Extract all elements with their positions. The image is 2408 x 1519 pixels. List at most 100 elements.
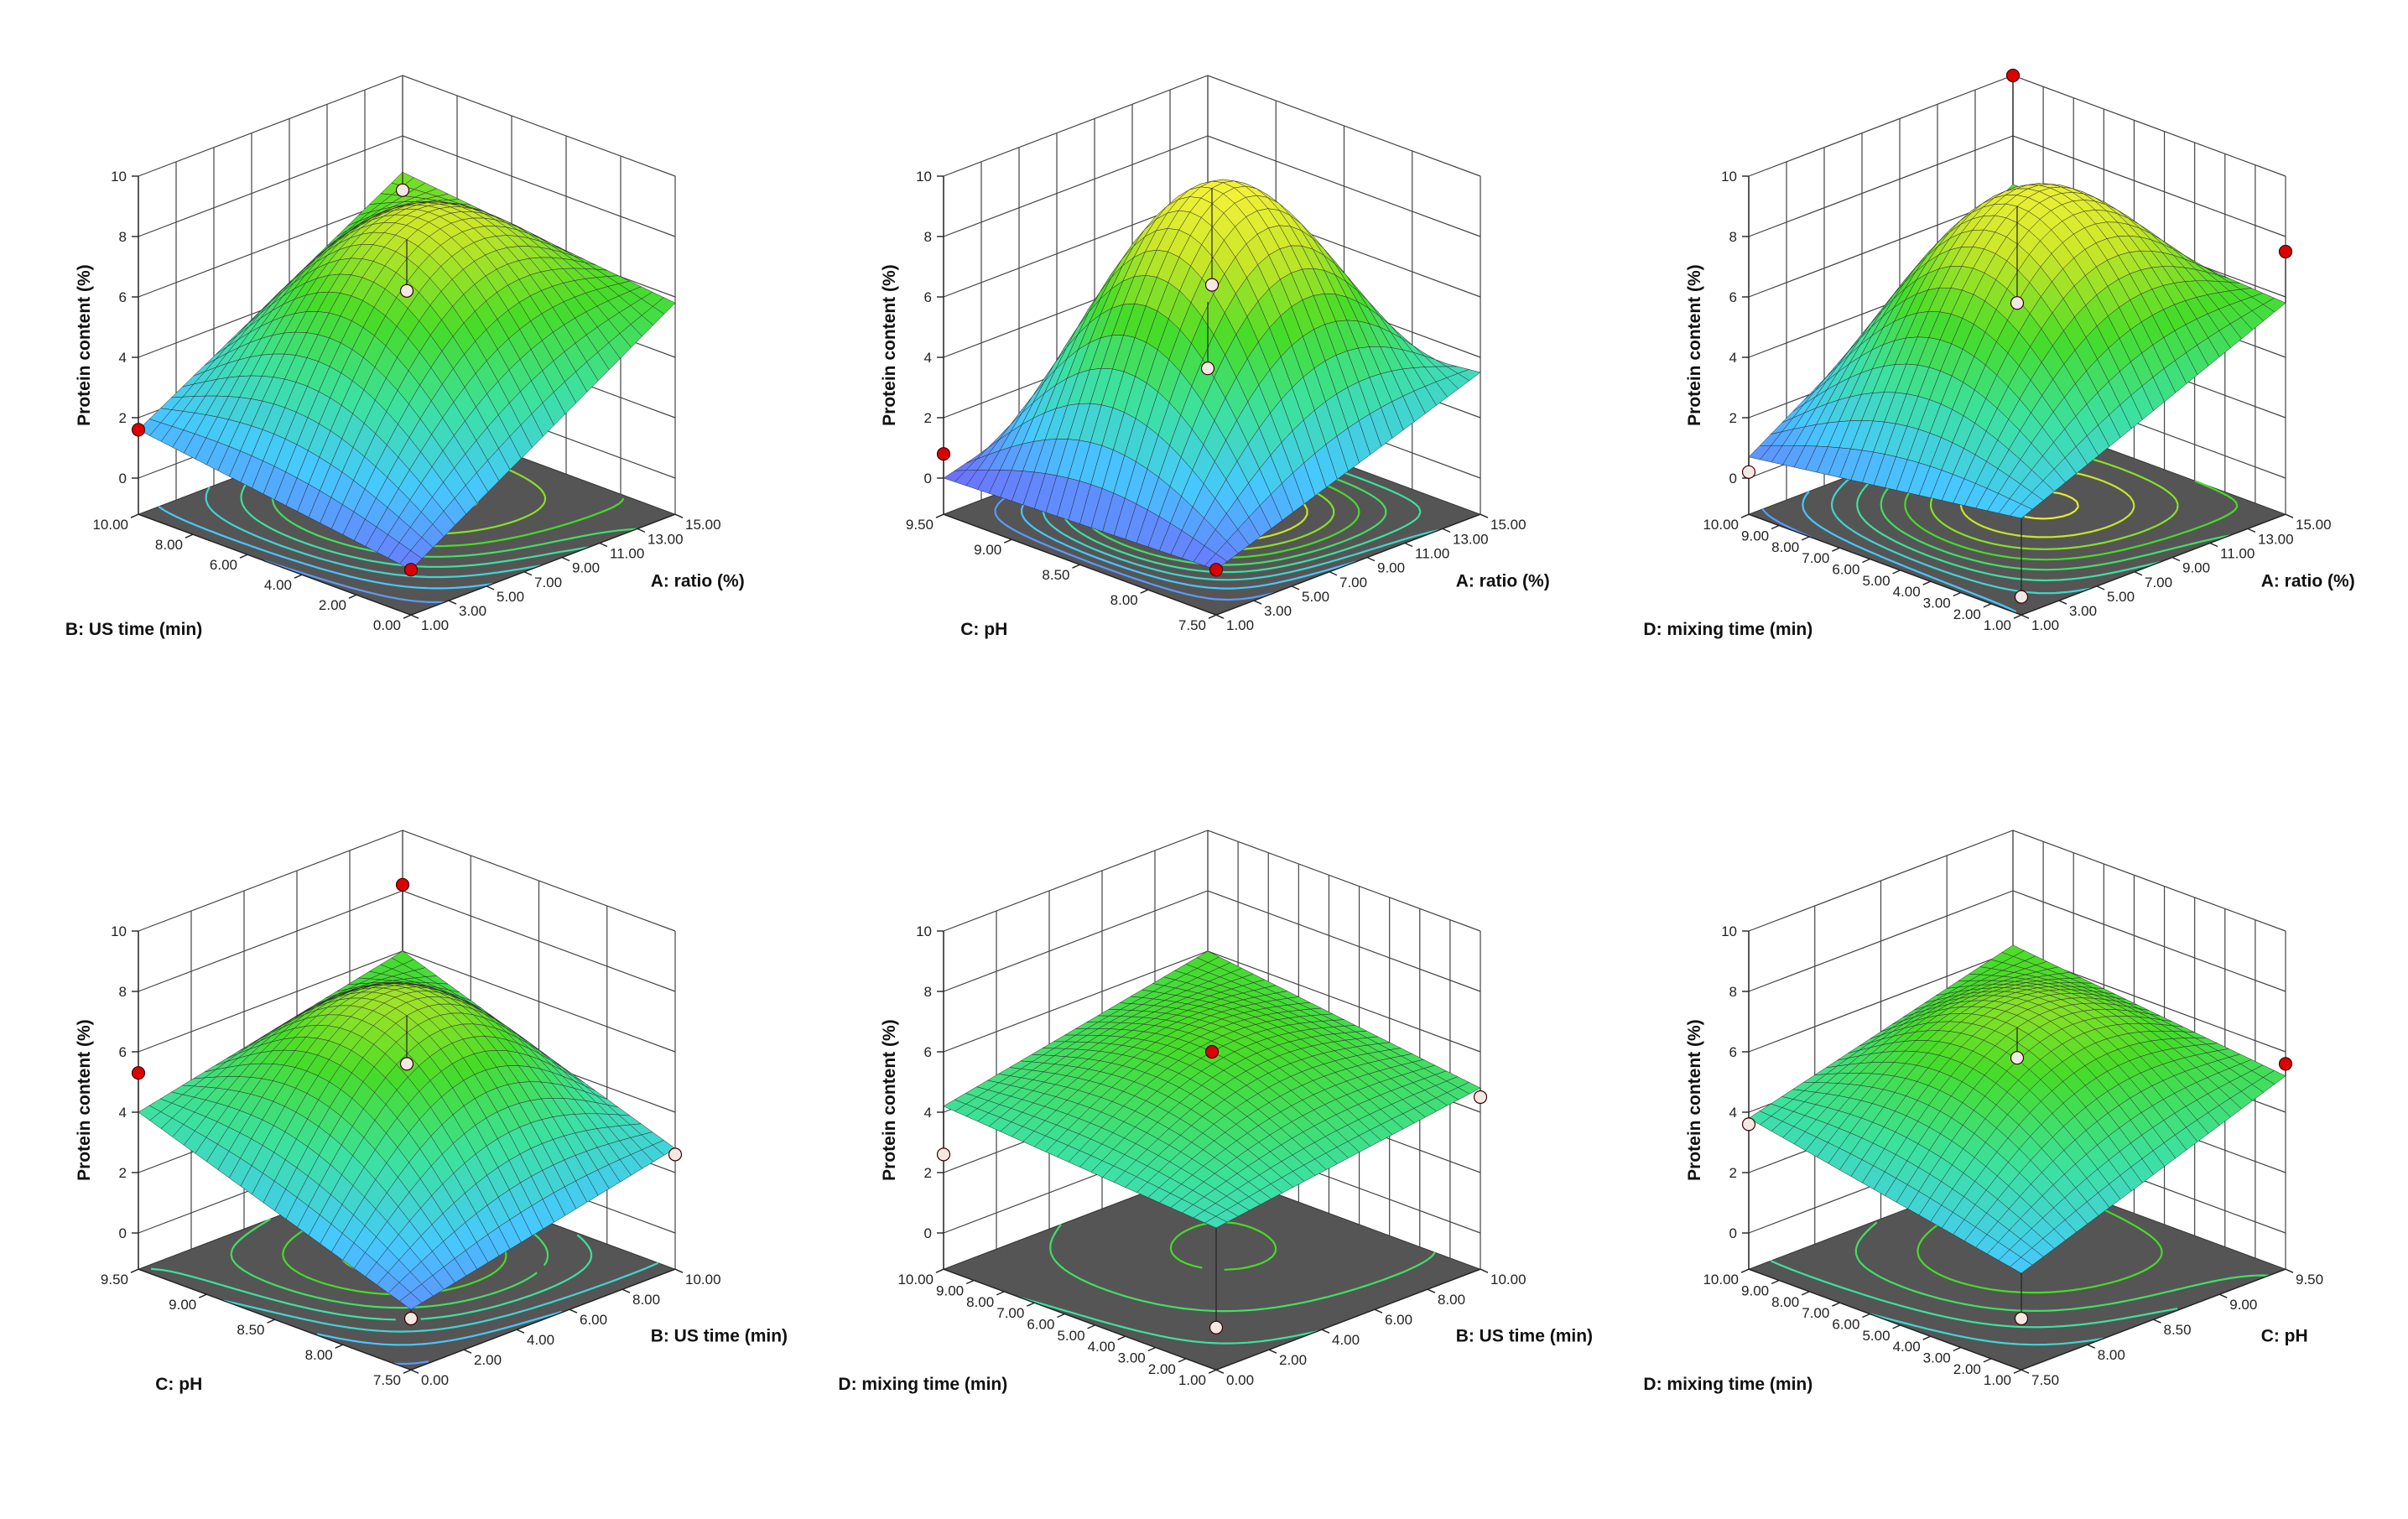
y-tick-mark [1953, 1346, 1962, 1352]
contour-line [393, 1360, 429, 1366]
x-tick-mark [561, 556, 570, 562]
x-tick-mark [523, 571, 533, 576]
x-tick-mark [410, 614, 419, 619]
y-tick-label: 9.00 [936, 1283, 964, 1299]
x-tick-mark [674, 513, 684, 518]
x-tick-mark [622, 1288, 631, 1293]
y-tick-mark [1208, 614, 1217, 619]
y-tick-label: 4.00 [264, 577, 292, 593]
x-tick-mark [2171, 556, 2181, 562]
surface-cell [1204, 1215, 1228, 1229]
y-tick-mark [403, 1369, 412, 1374]
z-tick-label: 2 [119, 1165, 127, 1181]
x-tick-label: 1.00 [421, 617, 449, 633]
wall-grid-line [138, 75, 676, 177]
z-tick-label: 8 [924, 984, 932, 1000]
design-point [668, 1147, 683, 1162]
surface-plot-2: 0 2 4 6 8 10 Protein content (%) 1.00 3.00 5.00 7.… [880, 75, 1550, 639]
y-axis: 7.50 8.00 8.50 9.00 9.50 C: pH [101, 1268, 412, 1394]
x-tick-label: 4.00 [527, 1332, 554, 1348]
x-tick-mark [2209, 542, 2218, 548]
design-point [2014, 590, 2029, 604]
design-point [403, 1311, 419, 1326]
z-tick-label: 10 [111, 923, 127, 939]
z-axis-label: Protein content (%) [1685, 1019, 1704, 1181]
y-tick-label: 5.00 [1862, 573, 1890, 589]
y-tick-mark [130, 1268, 139, 1273]
x-tick-label: 9.50 [2296, 1272, 2323, 1288]
design-point [131, 1066, 146, 1080]
z-axis: 0 2 4 6 8 10 Protein content (%) [75, 169, 139, 515]
x-axis-line [410, 1268, 676, 1371]
x-axis-label: A: ratio (%) [651, 572, 745, 591]
z-tick-label: 8 [1729, 229, 1737, 245]
y-tick-label: 6.00 [1832, 562, 1859, 578]
contour-line [1856, 455, 2161, 582]
contour-line [158, 506, 493, 590]
y-tick-mark [2013, 614, 2022, 619]
design-point [2278, 244, 2293, 259]
x-tick-label: 10.00 [1490, 1272, 1526, 1288]
x-tick-mark [463, 1349, 472, 1354]
x-tick-mark [1215, 1369, 1225, 1374]
surface-plot-5: 0 2 4 6 8 10 Protein content (%) 0.00 2.00 4.00 6.… [838, 830, 1593, 1394]
y-axis-line [1748, 1268, 2022, 1371]
design-points [131, 877, 683, 1326]
y-tick-label: 3.00 [1118, 1350, 1146, 1366]
z-tick-label: 8 [924, 229, 932, 245]
y-tick-mark [1740, 513, 1750, 518]
y-tick-mark [348, 594, 357, 599]
surface-plot-6: 0 2 4 6 8 10 Protein content (%) 7.50 8.00 8.50 9.… [1643, 830, 2323, 1394]
y-axis: 1.002.003.004.005.006.007.008.009.0010.0… [1643, 513, 2022, 639]
x-tick-mark [1442, 528, 1451, 533]
design-point [1204, 278, 1220, 292]
x-tick-mark [2247, 528, 2256, 533]
design-point [2005, 68, 2021, 83]
x-tick-mark [1427, 1288, 1436, 1293]
z-axis: 0 2 4 6 8 10 Protein content (%) [880, 169, 944, 515]
design-points [1741, 68, 2293, 604]
z-tick-label: 10 [1721, 169, 1737, 185]
x-tick-label: 11.00 [1415, 545, 1449, 561]
y-axis: 1.002.003.004.005.006.007.008.009.0010.0… [838, 1268, 1217, 1394]
y-tick-mark [1178, 1358, 1187, 1363]
z-tick-label: 8 [1729, 984, 1737, 1000]
x-tick-mark [448, 600, 457, 605]
y-tick-label: 7.00 [1802, 550, 1829, 566]
x-tick-label: 0.00 [421, 1372, 449, 1388]
x-tick-label: 3.00 [2069, 603, 2097, 619]
surface-cell [1204, 553, 1228, 570]
z-tick-label: 6 [119, 1044, 127, 1060]
y-tick-label: 4.00 [1088, 1339, 1116, 1355]
x-tick-mark [1329, 571, 1338, 576]
z-axis: 0 2 4 6 8 10 Protein content (%) [1685, 923, 1750, 1270]
y-tick-label: 10.00 [897, 1272, 934, 1288]
response-surface [943, 179, 1481, 570]
wall-grid-line [943, 830, 1481, 932]
y-tick-label: 3.00 [1923, 1350, 1951, 1366]
y-tick-mark [1147, 1346, 1157, 1352]
design-point [936, 447, 951, 461]
x-tick-label: 9.00 [2182, 560, 2210, 576]
design-point [399, 1057, 414, 1071]
x-tick-mark [1374, 1308, 1383, 1314]
y-tick-mark [1922, 580, 1931, 585]
z-tick-label: 10 [916, 923, 932, 939]
x-tick-label: 5.00 [2107, 589, 2135, 605]
z-tick-label: 2 [924, 1165, 932, 1181]
x-axis: 7.50 8.00 8.50 9.00 9.50 C: pH [2021, 1268, 2323, 1388]
surface-cell [399, 550, 423, 570]
contour-line [1021, 1297, 1318, 1345]
y-tick-label: 5.00 [1862, 1328, 1890, 1344]
y-tick-label: 7.50 [373, 1372, 401, 1388]
x-axis-line [1215, 513, 1481, 616]
x-axis-line [1215, 1268, 1481, 1371]
y-tick-mark [1832, 1302, 1840, 1307]
design-point [1200, 362, 1215, 376]
x-axis-label: A: ratio (%) [2261, 572, 2355, 591]
response-surface [138, 171, 676, 570]
design-point [1741, 465, 1756, 479]
z-tick-label: 0 [1729, 471, 1737, 486]
z-axis: 0 2 4 6 8 10 Protein content (%) [1685, 169, 1750, 515]
